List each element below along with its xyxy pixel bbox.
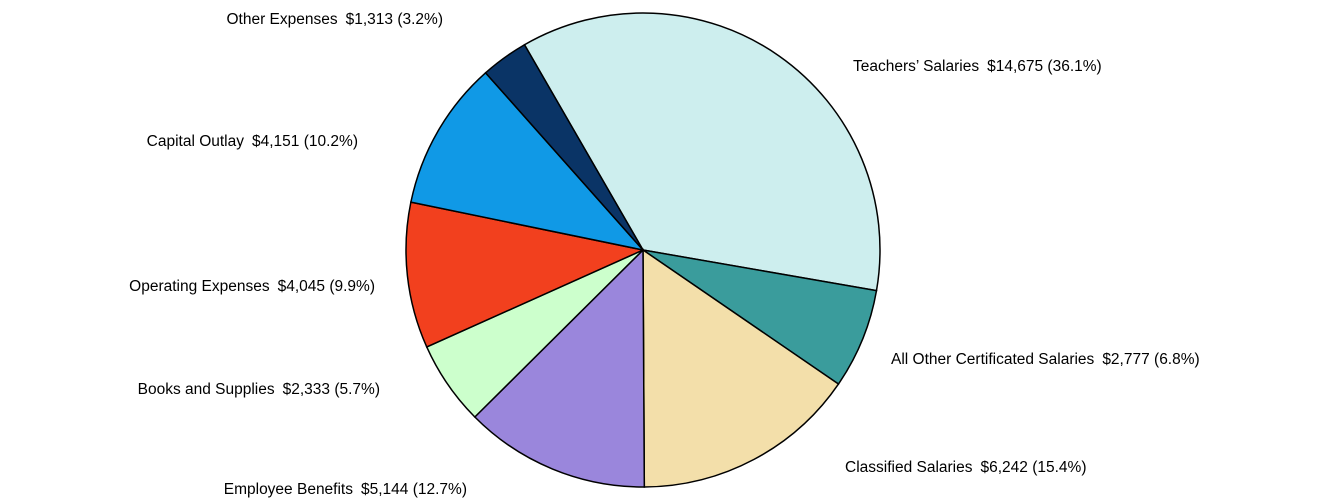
slice-label: Employee Benefits $5,144 (12.7%) <box>224 481 467 498</box>
value-label: $4,151 (10.2%) <box>252 133 358 150</box>
pie-slice <box>523 12 881 292</box>
value-label: $4,045 (9.9%) <box>278 278 375 295</box>
pie-slice <box>642 248 840 488</box>
category-name: Teachers’ Salaries <box>853 58 979 75</box>
category-name: Other Expenses <box>226 11 337 28</box>
value-label: $5,144 (12.7%) <box>361 481 467 498</box>
category-name: Capital Outlay <box>147 133 245 150</box>
value-label: $2,777 (6.8%) <box>1102 351 1199 368</box>
slice-label: Teachers’ Salaries $14,675 (36.1%) <box>853 58 1102 75</box>
value-label: $2,333 (5.7%) <box>283 381 380 398</box>
slice-label: Operating Expenses $4,045 (9.9%) <box>129 278 375 295</box>
pie-slice <box>484 43 644 251</box>
value-label: $6,242 (15.4%) <box>981 459 1087 476</box>
value-label: $14,675 (36.1%) <box>987 58 1102 75</box>
category-name: Classified Salaries <box>845 459 973 476</box>
category-name: Employee Benefits <box>224 481 353 498</box>
category-name: All Other Certificated Salaries <box>891 351 1095 368</box>
value-label: $1,313 (3.2%) <box>346 11 443 28</box>
pie-slice <box>409 71 646 252</box>
slice-label: Classified Salaries $6,242 (15.4%) <box>845 459 1087 476</box>
pie-slice <box>473 248 646 488</box>
category-name: Operating Expenses <box>129 278 270 295</box>
slice-label: Capital Outlay $4,151 (10.2%) <box>147 133 358 150</box>
slice-label: Books and Supplies $2,333 (5.7%) <box>138 381 380 398</box>
slice-label: All Other Certificated Salaries $2,777 (6… <box>891 351 1200 368</box>
category-name: Books and Supplies <box>138 381 275 398</box>
slice-label: Other Expenses $1,313 (3.2%) <box>226 11 443 28</box>
